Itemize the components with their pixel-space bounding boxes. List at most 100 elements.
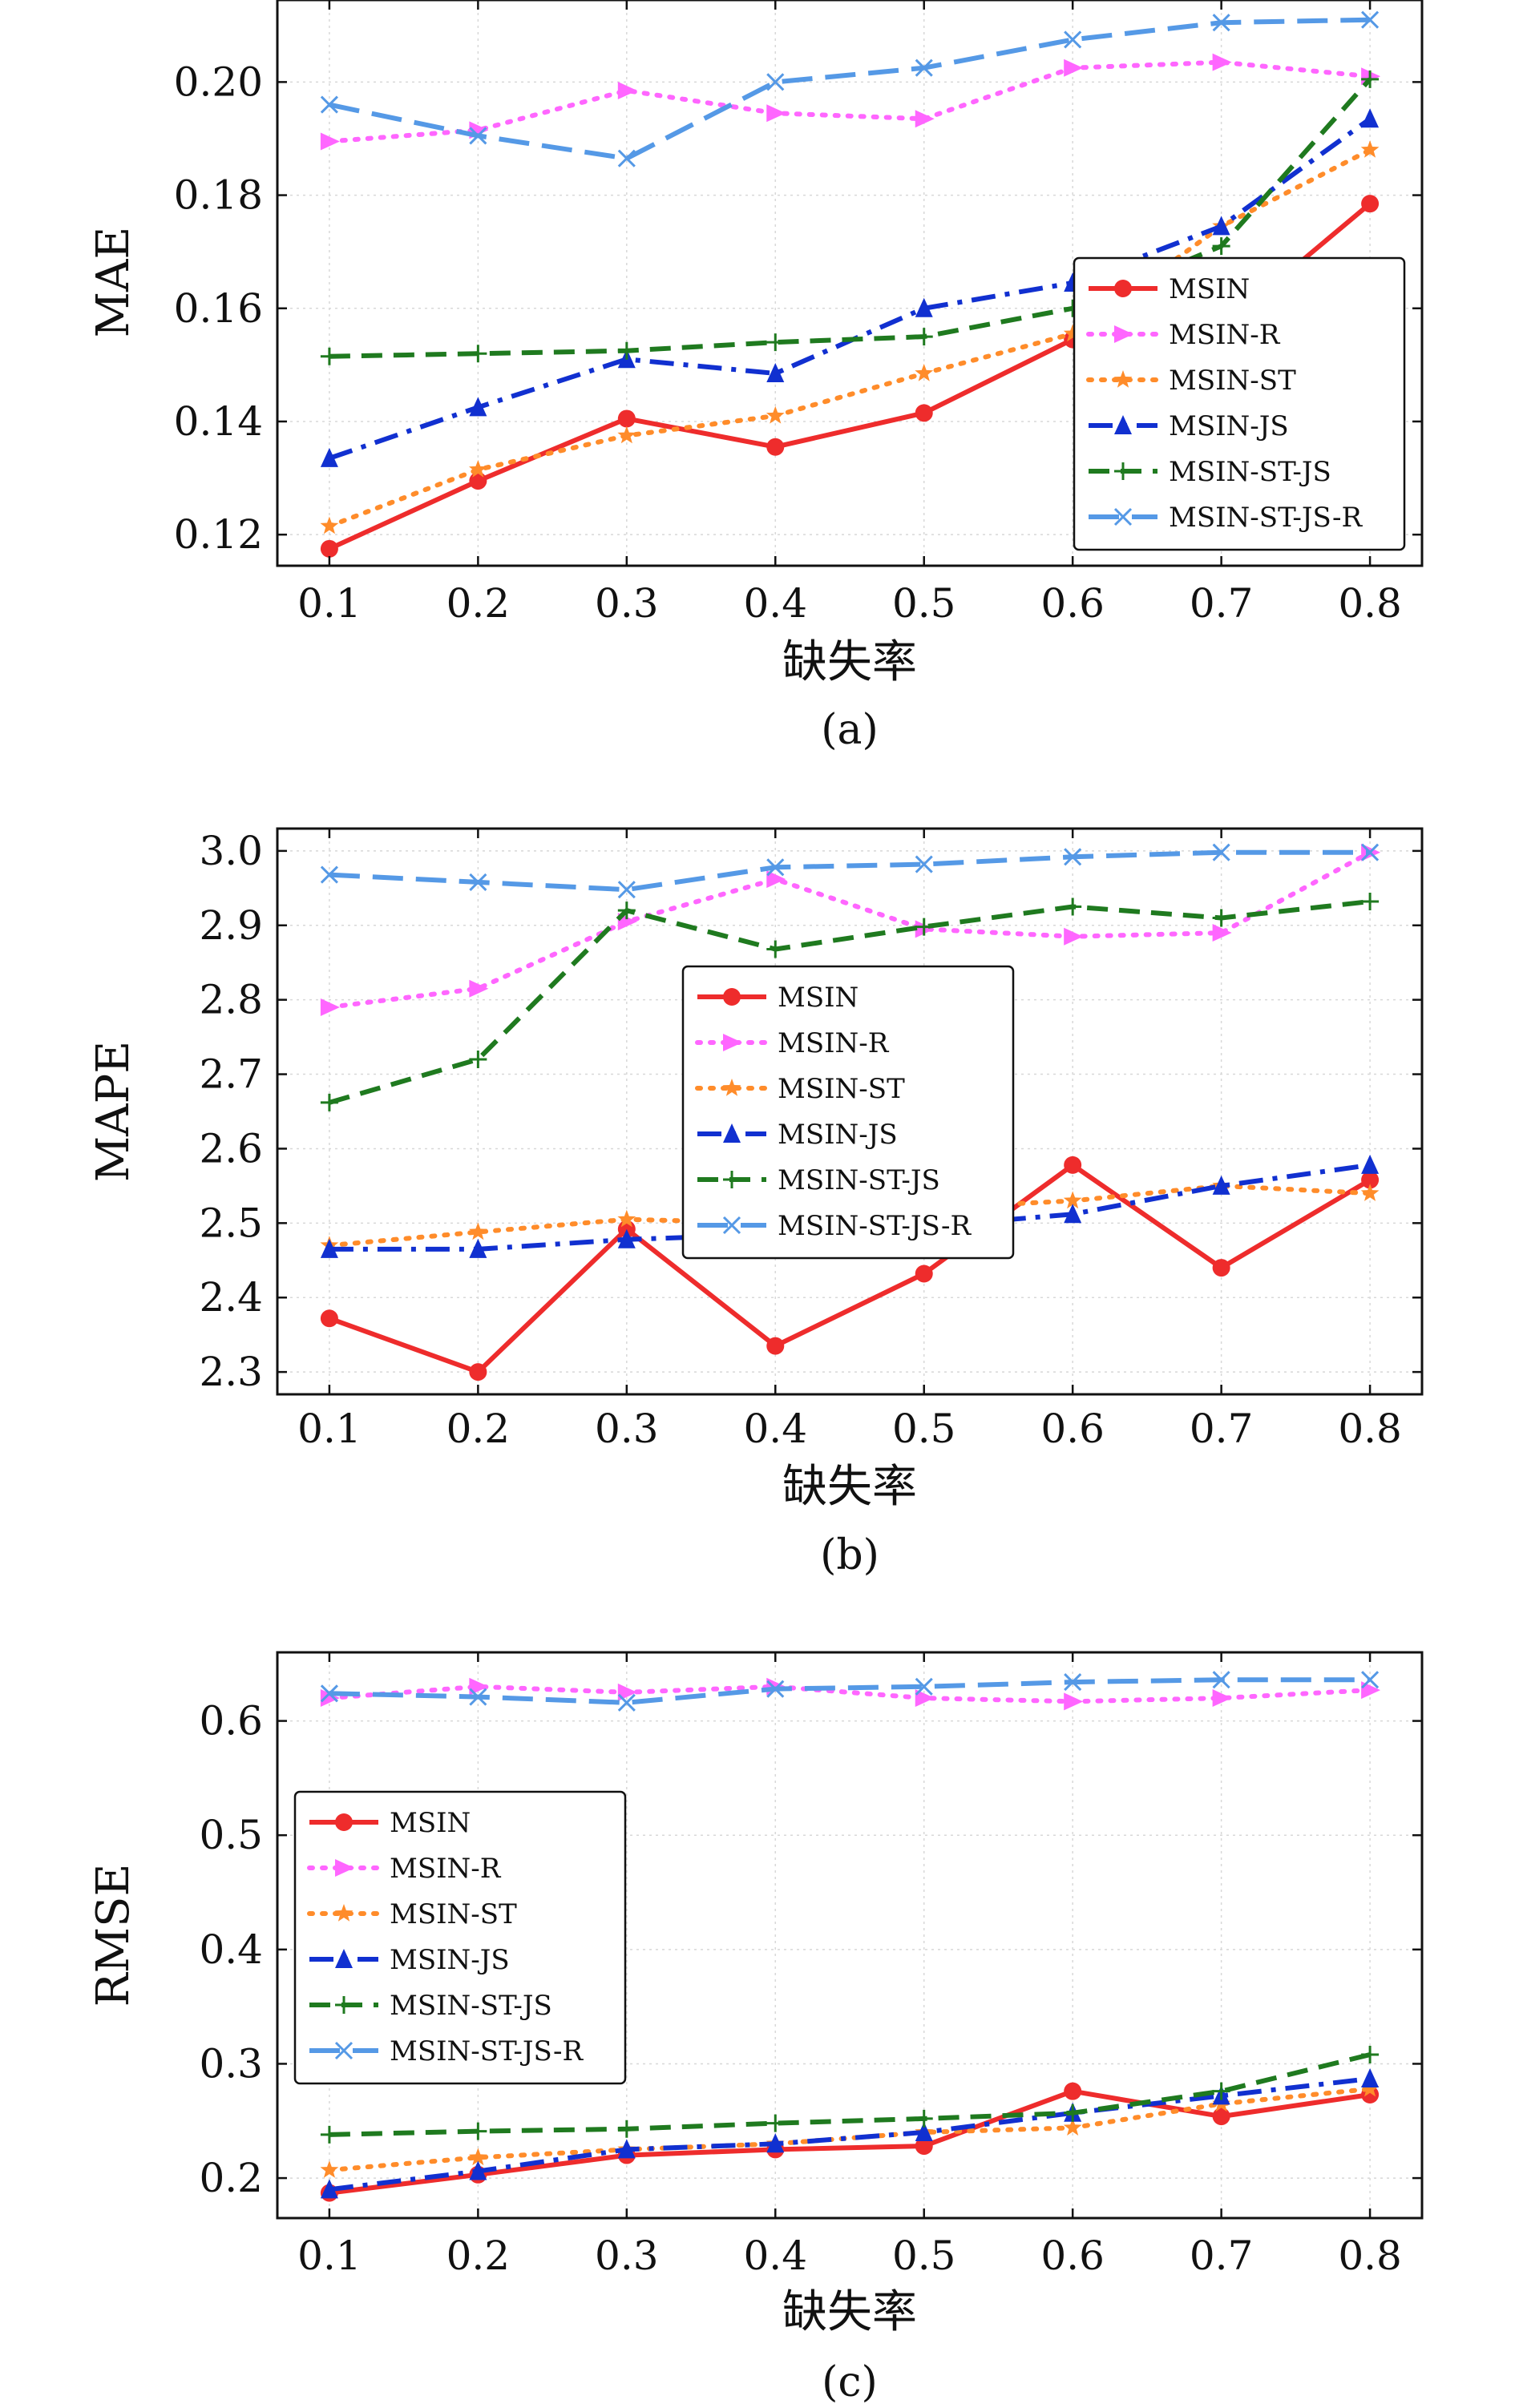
series-msin-st-js xyxy=(320,893,1380,1111)
data-point xyxy=(1361,1154,1380,1174)
data-point xyxy=(617,2139,636,2159)
legend-marker xyxy=(335,1813,353,1831)
legend-label: MSIN-ST-JS-R xyxy=(1169,502,1364,534)
series-msin xyxy=(320,1156,1380,1381)
data-point xyxy=(1064,30,1082,49)
data-point xyxy=(1361,1671,1380,1689)
data-point xyxy=(320,539,338,558)
series-line xyxy=(329,2052,1371,2137)
x-tick-label: 0.7 xyxy=(1190,2233,1254,2279)
data-point xyxy=(915,1265,933,1283)
data-point xyxy=(1064,1673,1082,1692)
data-point xyxy=(617,426,636,444)
panel-label: (a) xyxy=(821,706,879,754)
legend-marker xyxy=(335,1949,353,1968)
series-line xyxy=(329,17,1371,161)
y-tick-label: 0.18 xyxy=(174,172,263,219)
data-point xyxy=(1361,2067,1380,2087)
x-tick-label: 0.7 xyxy=(1190,580,1254,627)
legend-label: MSIN-JS xyxy=(390,1944,510,1976)
data-point xyxy=(617,881,636,899)
data-point xyxy=(617,149,636,167)
legend-label: MSIN-ST-JS xyxy=(778,1164,940,1196)
data-point xyxy=(469,2122,487,2140)
series-line xyxy=(329,1162,1371,1252)
legend-label: MSIN-ST xyxy=(390,1898,517,1930)
legend-label: MSIN xyxy=(1169,273,1250,305)
data-point xyxy=(766,870,786,889)
legend-marker xyxy=(1114,280,1132,297)
legend-marker xyxy=(722,1079,741,1096)
legend-label: MSIN-ST-JS-R xyxy=(390,2035,584,2067)
legend-marker xyxy=(1113,370,1133,388)
x-tick-label: 0.3 xyxy=(595,580,659,627)
data-point xyxy=(617,1228,636,1248)
data-point xyxy=(766,1337,785,1355)
series-line xyxy=(326,2086,1373,2173)
y-tick-label: 0.16 xyxy=(174,285,263,332)
data-point xyxy=(469,1238,487,1258)
x-tick-label: 0.8 xyxy=(1338,580,1402,627)
x-tick-label: 0.2 xyxy=(446,580,511,627)
x-tick-label: 0.5 xyxy=(892,2233,956,2279)
series-msin-st-js xyxy=(320,2046,1380,2144)
y-tick-label: 0.20 xyxy=(174,58,263,105)
data-point xyxy=(320,1689,340,1708)
series-line xyxy=(329,77,1372,359)
data-point xyxy=(1064,1156,1082,1174)
data-point xyxy=(766,333,785,352)
data-point xyxy=(320,447,338,467)
data-point xyxy=(766,73,785,91)
y-tick-label: 3.0 xyxy=(199,828,263,874)
series-msin-st-js-r xyxy=(320,843,1380,899)
data-point xyxy=(320,865,338,884)
y-tick-label: 2.7 xyxy=(199,1051,263,1098)
data-point xyxy=(617,1209,636,1228)
data-point xyxy=(320,95,338,114)
data-point xyxy=(1360,1184,1380,1201)
data-point xyxy=(469,472,487,490)
data-point xyxy=(1360,2079,1380,2097)
legend-marker xyxy=(723,988,741,1006)
y-axis-label: MAE xyxy=(87,227,139,338)
series-msin-st-js-r xyxy=(320,10,1380,167)
x-tick-label: 0.4 xyxy=(744,1406,808,1452)
data-point xyxy=(617,81,637,99)
data-point xyxy=(1212,909,1230,927)
y-tick-label: 2.6 xyxy=(199,1125,263,1172)
legend-label: MSIN-JS xyxy=(778,1119,898,1151)
data-point xyxy=(469,979,489,998)
legend-marker xyxy=(723,1034,742,1051)
x-tick-label: 0.7 xyxy=(1190,1406,1254,1452)
x-tick-label: 0.6 xyxy=(1040,2233,1105,2279)
y-tick-label: 2.5 xyxy=(199,1200,263,1246)
data-point xyxy=(915,2137,933,2156)
series-line xyxy=(329,849,1371,893)
data-point xyxy=(320,2125,338,2144)
legend-marker xyxy=(334,1904,354,1922)
legend-marker xyxy=(335,1996,353,2014)
data-point xyxy=(915,110,935,128)
data-point xyxy=(915,1689,935,1708)
data-point xyxy=(469,1688,487,1706)
legend-label: MSIN-R xyxy=(390,1853,502,1885)
data-point xyxy=(469,127,487,145)
legend-label: MSIN-ST xyxy=(778,1073,905,1105)
legend-marker xyxy=(1113,507,1133,526)
series-line xyxy=(329,2076,1371,2192)
legend-marker xyxy=(1114,415,1132,434)
x-tick-label: 0.4 xyxy=(744,2233,808,2279)
y-tick-label: 2.8 xyxy=(199,977,263,1023)
legend-marker xyxy=(723,1171,741,1188)
y-tick-label: 0.2 xyxy=(199,2155,263,2201)
series-line xyxy=(326,59,1373,144)
x-axis-label: 缺失率 xyxy=(782,636,917,688)
data-point xyxy=(766,104,786,123)
series-line xyxy=(326,849,1373,1010)
data-point xyxy=(1212,14,1230,32)
series-line xyxy=(329,1677,1371,1705)
data-point xyxy=(915,364,934,381)
data-point xyxy=(1064,1204,1082,1224)
series-line xyxy=(326,147,1373,529)
